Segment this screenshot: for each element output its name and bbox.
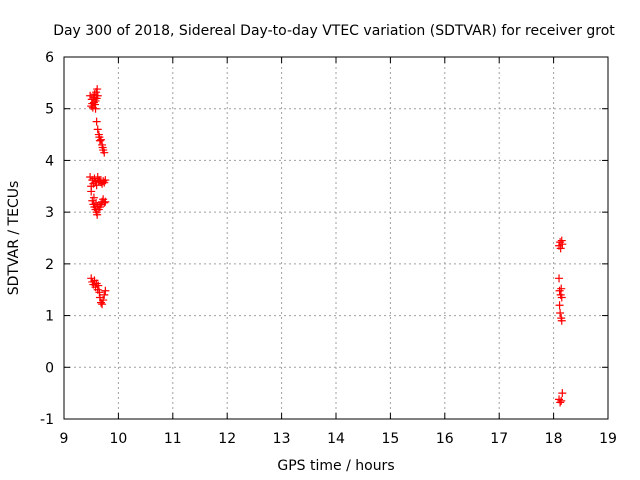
data-point-88 (557, 396, 566, 405)
x-axis-label: GPS time / hours (277, 458, 394, 474)
x-tick-label-5: 14 (327, 431, 345, 447)
data-point-16 (93, 125, 102, 134)
data-point-68 (98, 300, 107, 309)
data-point-81 (557, 293, 566, 302)
x-tick-label-1: 10 (109, 431, 127, 447)
y-tick-labels: -1 0 1 2 3 4 5 6 (40, 50, 54, 428)
x-tick-label-4: 13 (273, 431, 291, 447)
y-tick-label-3: 2 (45, 257, 54, 273)
grid-lines (64, 57, 608, 419)
data-point-19 (95, 136, 104, 145)
data-point-80 (557, 284, 566, 293)
data-point-71 (101, 286, 110, 295)
data-point-69 (99, 296, 108, 305)
data-point-77 (555, 274, 564, 283)
data-point-64 (94, 281, 103, 290)
data-point-70 (100, 290, 109, 299)
x-tick-label-7: 16 (436, 431, 454, 447)
data-point-76 (558, 240, 567, 249)
y-tick-label-0: -1 (40, 412, 54, 428)
data-point-39 (101, 176, 110, 185)
data-point-48 (93, 210, 102, 219)
y-tick-label-1: 0 (45, 360, 54, 376)
data-point-89 (558, 389, 567, 398)
data-point-12 (93, 85, 102, 94)
data-point-40 (87, 187, 96, 196)
data-point-20 (96, 135, 105, 144)
data-point-85 (557, 316, 566, 325)
y-axis-label: SDTVAR / TECUs (6, 181, 22, 296)
x-tick-label-6: 15 (381, 431, 399, 447)
data-point-83 (556, 308, 565, 317)
y-tick-label-5: 4 (45, 153, 54, 169)
data-point-74 (556, 244, 565, 253)
data-point-13 (93, 91, 102, 100)
data-point-55 (100, 198, 109, 207)
data-points (86, 85, 567, 407)
x-tick-label-3: 12 (218, 431, 236, 447)
x-tick-label-8: 17 (490, 431, 508, 447)
data-point-24 (100, 148, 109, 157)
chart-title: Day 300 of 2018, Sidereal Day-to-day VTE… (53, 23, 615, 39)
axis-ticks (63, 56, 609, 420)
data-point-56 (101, 197, 110, 206)
data-point-43 (89, 193, 98, 202)
x-tick-label-9: 18 (545, 431, 563, 447)
x-tick-labels: 9 10 11 12 13 14 15 16 17 18 19 (60, 431, 617, 447)
x-tick-label-0: 9 (60, 431, 69, 447)
data-point-82 (555, 301, 564, 310)
x-tick-label-2: 11 (164, 431, 182, 447)
data-point-78 (555, 286, 564, 295)
y-tick-label-6: 5 (45, 102, 54, 118)
y-tick-label-2: 1 (45, 309, 54, 325)
y-tick-label-4: 3 (45, 205, 54, 221)
y-tick-label-7: 6 (45, 50, 54, 66)
x-tick-label-10: 19 (599, 431, 617, 447)
data-point-31 (92, 181, 101, 190)
data-point-87 (556, 398, 565, 407)
data-point-14 (91, 104, 100, 113)
data-point-15 (92, 117, 101, 126)
